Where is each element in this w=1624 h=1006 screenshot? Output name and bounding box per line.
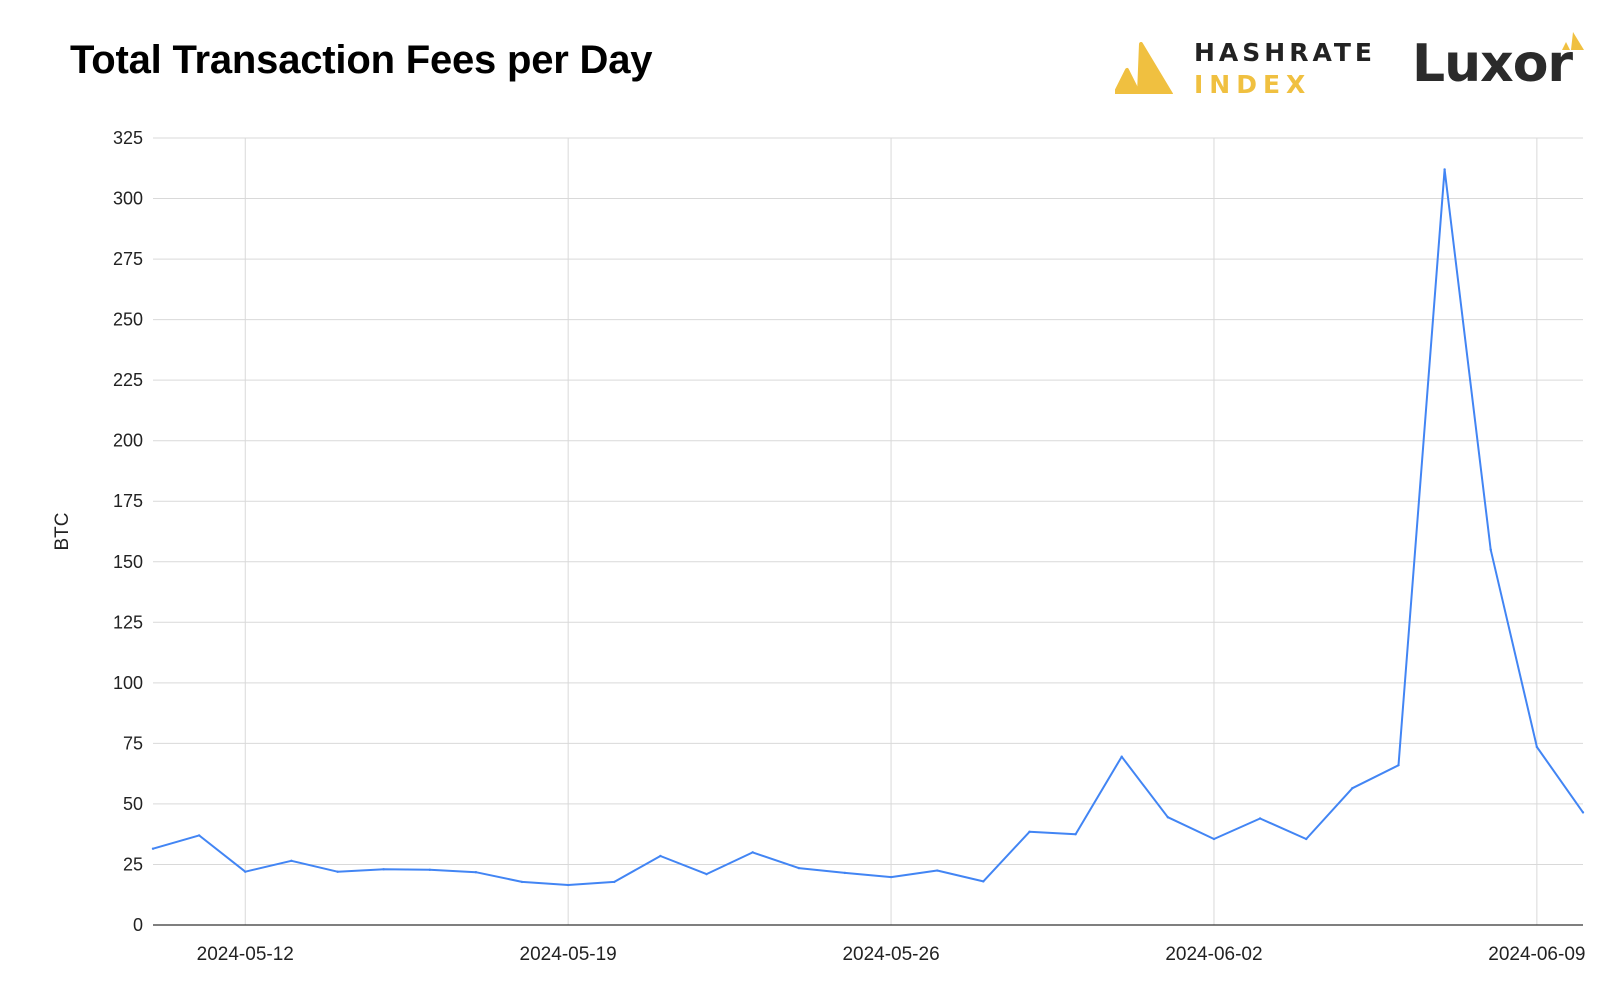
series-layer [151, 168, 1585, 887]
series-line [152, 168, 1584, 886]
y-tick-label: 175 [113, 491, 143, 511]
data-point [474, 871, 478, 874]
x-tick-label: 2024-05-19 [520, 944, 617, 965]
y-tick-label: 200 [113, 431, 143, 451]
hashrate-wordmark: HASHRATE [1194, 38, 1376, 67]
index-wordmark: INDEX [1194, 70, 1312, 99]
data-point [290, 859, 293, 863]
data-point [935, 869, 939, 872]
luxor-logo-mark-icon [1562, 32, 1584, 50]
data-point [1074, 832, 1077, 836]
x-tick-label: 2024-05-26 [842, 944, 939, 965]
x-axis-ticks: 2024-05-12 2024-05-19 2024-05-26 2024-06-02… [197, 944, 1586, 965]
y-tick-label: 100 [113, 673, 143, 693]
data-point [1028, 830, 1031, 833]
y-tick-label: 50 [123, 794, 143, 814]
data-point [1166, 816, 1170, 819]
y-tick-label: 125 [113, 612, 143, 632]
x-tick-label: 2024-05-12 [197, 944, 294, 965]
data-point [1535, 745, 1539, 749]
y-tick-label: 75 [123, 733, 143, 753]
data-point [566, 883, 570, 887]
y-tick-label: 150 [113, 552, 143, 572]
data-point [1489, 548, 1492, 551]
y-tick-label: 0 [133, 915, 143, 935]
data-point [982, 880, 985, 883]
data-point [244, 870, 247, 873]
data-point [1443, 168, 1446, 171]
data-point [1351, 786, 1354, 790]
luxor-logo: Luxor [1412, 30, 1592, 100]
data-point [843, 871, 847, 875]
data-point [797, 866, 801, 870]
x-tick-label: 2024-06-02 [1165, 944, 1262, 965]
data-point [197, 834, 201, 837]
data-point [151, 847, 155, 850]
data-point [1258, 817, 1262, 820]
data-point [428, 868, 431, 871]
luxor-wordmark: Luxor [1412, 34, 1573, 94]
data-point [705, 872, 708, 876]
y-tick-label: 300 [113, 189, 143, 209]
grid-lines [153, 137, 1583, 926]
data-point [382, 868, 385, 871]
data-point [1212, 837, 1216, 841]
data-point [1581, 811, 1585, 814]
data-point [751, 851, 754, 854]
data-point [520, 880, 524, 884]
data-point [1305, 837, 1308, 841]
y-axis-ticks: 0 25 50 75 100 125 150 175 200 225 250 275 300 325 [113, 128, 143, 935]
data-point [1120, 755, 1123, 758]
hashrate-index-logo-icon [1115, 42, 1173, 94]
y-axis-label: BTC [52, 513, 73, 551]
data-point [1397, 763, 1400, 767]
data-point [889, 875, 893, 879]
data-point [613, 880, 616, 884]
hashrate-index-logo: HASHRATE INDEX [1115, 38, 1375, 102]
data-point [336, 870, 339, 873]
y-tick-label: 225 [113, 370, 143, 390]
x-tick-label: 2024-06-09 [1488, 944, 1585, 965]
y-tick-label: 250 [113, 310, 143, 330]
y-tick-label: 275 [113, 249, 143, 269]
y-tick-label: 25 [123, 854, 143, 874]
data-point [659, 854, 662, 858]
y-tick-label: 325 [113, 128, 143, 148]
chart-title: Total Transaction Fees per Day [70, 38, 653, 82]
